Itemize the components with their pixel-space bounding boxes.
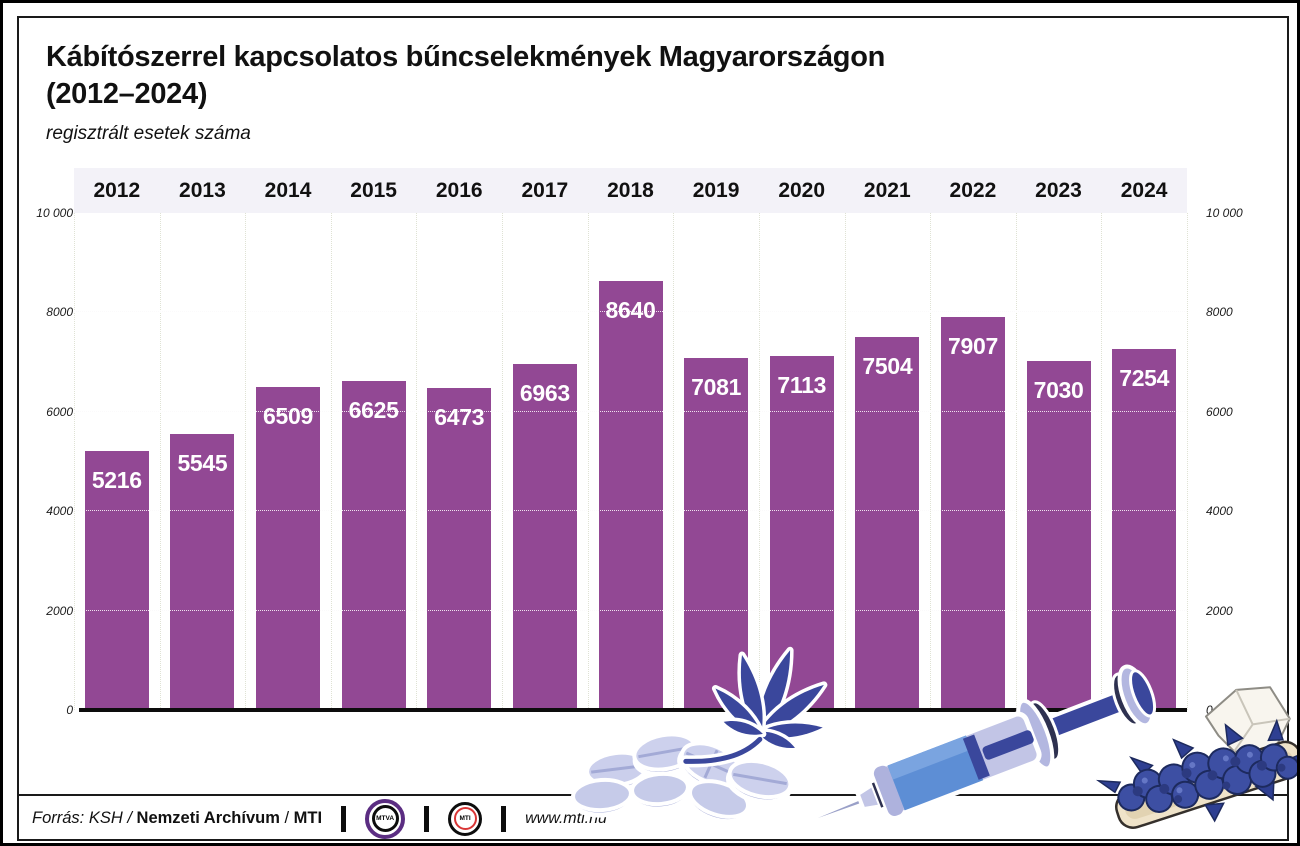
chart-subtitle: regisztrált esetek száma [46, 123, 251, 145]
bar-value-label: 6963 [519, 380, 570, 406]
bar-value-label: 7254 [1119, 365, 1170, 391]
vertical-gridline [502, 213, 504, 710]
bar: 5545 [170, 434, 235, 710]
bar: 5216 [84, 451, 149, 710]
year-label: 2019 [692, 178, 740, 202]
bar: 8640 [598, 281, 663, 710]
bar-value-label: 5216 [91, 467, 142, 493]
bar: 6963 [512, 364, 577, 710]
mti-logo-text: MTI [453, 807, 477, 830]
chart-title: Kábítószerrel kapcsolatos bűncselekménye… [46, 39, 1046, 113]
bar: 7907 [940, 317, 1005, 710]
axis-tick-label: 0 [1206, 703, 1213, 717]
horizontal-gridline [74, 410, 1187, 412]
axis-tick-label: 2000 [46, 603, 73, 618]
year-label: 2013 [179, 178, 226, 202]
vertical-gridline [159, 213, 161, 710]
bar-value-label: 6473 [434, 404, 485, 430]
vertical-gridline [245, 213, 247, 710]
axis-tick-label: 6000 [46, 404, 73, 419]
axis-tick-label: 8000 [46, 305, 73, 320]
bar: 6473 [427, 388, 492, 710]
bar: 7113 [769, 356, 834, 710]
year-label: 2014 [264, 178, 312, 202]
year-label: 2012 [93, 178, 141, 202]
vertical-gridline [330, 213, 332, 710]
bar-value-label: 8640 [605, 297, 656, 323]
y-axis-right: 0 2000 4000 6000 8000 10 000 [1195, 206, 1273, 717]
vertical-gridline [1187, 213, 1188, 710]
year-label: 2023 [1035, 178, 1082, 202]
bar-value-label: 7504 [862, 353, 913, 379]
vertical-gridline [587, 213, 589, 710]
year-label: 2016 [435, 178, 483, 202]
vertical-gridline [1015, 213, 1017, 710]
vertical-gridline [416, 213, 418, 710]
mtva-logo-text: MTVA [371, 805, 399, 832]
bar: 7504 [855, 337, 920, 710]
bar-chart: 2012 2013 2014 2015 2016 2017 2018 2019 2020 2021… [74, 168, 1188, 728]
mtva-logo: MTVA [365, 798, 406, 839]
source-text: Forrás: KSH / Nemzeti Archívum / MTI [32, 809, 322, 828]
source-mti: MTI [293, 809, 323, 827]
title-block: Kábítószerrel kapcsolatos bűncselekménye… [46, 39, 1046, 145]
year-label: 2018 [607, 178, 654, 202]
vertical-gridline [673, 213, 675, 710]
source-separator: / [284, 809, 290, 827]
vertical-gridline [74, 213, 75, 710]
chart-title-line2: (2012–2024) [46, 78, 208, 111]
year-label: 2022 [949, 178, 997, 202]
axis-tick-label: 8000 [1206, 305, 1233, 320]
vertical-gridline [844, 213, 846, 710]
year-label: 2021 [863, 178, 911, 202]
vertical-gridline [930, 213, 932, 710]
bar-value-label: 7030 [1033, 377, 1084, 403]
chart-title-line1: Kábítószerrel kapcsolatos bűncselekménye… [46, 41, 886, 73]
bar-value-label: 7907 [947, 333, 998, 359]
y-axis-left: 0 2000 4000 6000 8000 10 000 [3, 206, 81, 717]
bar: 7254 [1112, 349, 1177, 710]
axis-tick-label: 0 [66, 703, 73, 717]
year-label: 2017 [521, 178, 569, 202]
source-prefix: Forrás: KSH / [32, 809, 132, 827]
year-header-band: 2012 2013 2014 2015 2016 2017 2018 2019 2020 2021… [74, 168, 1187, 213]
bar-value-label: 5545 [177, 450, 228, 476]
x-axis-line [79, 708, 1187, 712]
mti-logo: MTI [448, 801, 483, 836]
plot-area: 5216 5545 6509 6625 6473 6963 8640 7081 7113 7504… [74, 213, 1188, 712]
axis-tick-label: 10 000 [1206, 206, 1243, 220]
axis-tick-label: 10 000 [36, 206, 73, 220]
axis-tick-label: 6000 [1206, 404, 1233, 419]
website-url: www.mti.hu [525, 809, 607, 827]
axis-tick-label: 4000 [1206, 504, 1233, 519]
horizontal-gridline [74, 311, 1187, 313]
separator-bar [424, 805, 430, 832]
bar: 7081 [684, 358, 749, 710]
bar: 6625 [341, 381, 406, 710]
source-archive: Nemzeti Archívum [136, 809, 280, 827]
bar: 6509 [256, 387, 321, 710]
horizontal-gridline [74, 510, 1187, 512]
vertical-gridline [758, 213, 760, 710]
axis-tick-label: 2000 [1206, 603, 1233, 618]
separator-bar [501, 805, 507, 832]
bar-value-label: 7081 [691, 374, 742, 400]
year-label: 2015 [350, 178, 397, 202]
vertical-gridline [1101, 213, 1103, 710]
bar-value-label: 7113 [777, 372, 827, 398]
separator-bar [341, 805, 347, 832]
bar-value-label: 6509 [263, 403, 314, 429]
year-label: 2020 [778, 178, 826, 202]
bar: 7030 [1026, 361, 1091, 710]
bar-value-label: 6625 [348, 397, 399, 423]
horizontal-gridline [74, 609, 1187, 611]
axis-tick-label: 4000 [46, 504, 73, 519]
year-label: 2024 [1120, 178, 1168, 202]
footer: Forrás: KSH / Nemzeti Archívum / MTI MTV… [19, 796, 1287, 841]
